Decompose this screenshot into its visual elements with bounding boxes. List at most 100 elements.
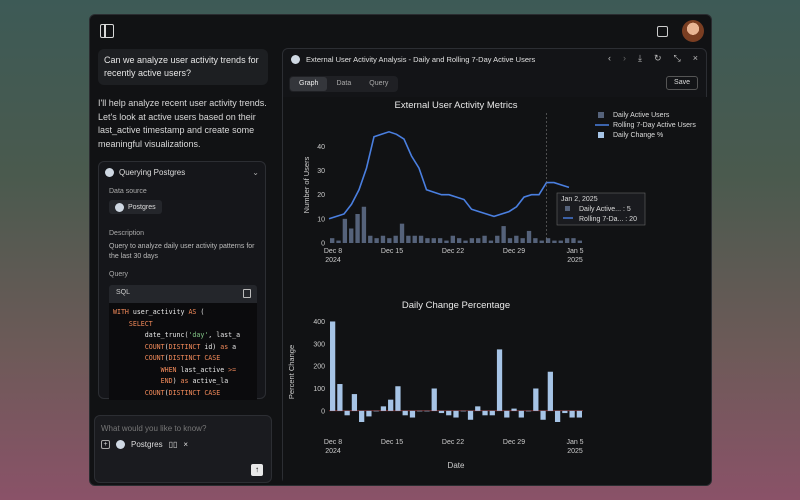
daily-bar: [488, 240, 494, 243]
send-button[interactable]: ↑: [251, 464, 263, 476]
change-bar: [431, 388, 437, 411]
close-icon[interactable]: ×: [692, 53, 698, 63]
tab-query[interactable]: Query: [369, 80, 389, 87]
x-tick-label: Dec 8: [324, 248, 342, 255]
change-bar: [337, 384, 343, 411]
avatar[interactable]: [682, 20, 704, 42]
artifact-panel: External User Activity Analysis - Daily …: [282, 48, 708, 485]
chart-title: Daily Change Percentage: [402, 300, 510, 311]
daily-bar: [380, 235, 386, 243]
open-external-icon[interactable]: [657, 26, 668, 37]
y-tick-label: 10: [317, 216, 325, 223]
change-bar: [366, 410, 372, 417]
input-chip-label[interactable]: Postgres: [131, 440, 163, 449]
book-icon[interactable]: ▯▯: [168, 440, 178, 449]
change-bar: [446, 410, 452, 416]
daily-bar: [418, 235, 424, 243]
tool-header[interactable]: Querying Postgres: [105, 168, 185, 177]
daily-bar: [501, 226, 506, 243]
daily-bar: [336, 240, 341, 243]
change-bar: [518, 410, 524, 418]
close-icon[interactable]: ×: [183, 440, 189, 449]
daily-bar: [469, 238, 475, 243]
hover-rolling: Rolling 7-Da... : 20: [579, 216, 637, 223]
chevron-right-icon[interactable]: ›: [623, 53, 626, 63]
x-tick-label: Jan 5: [566, 248, 583, 255]
chart-title: External User Activity Metrics: [395, 100, 518, 111]
change-bar: [424, 410, 430, 412]
daily-bar: [444, 240, 449, 243]
panel-header: External User Activity Analysis - Daily …: [291, 55, 535, 64]
y-tick-label: 40: [317, 144, 325, 151]
change-bar: [417, 410, 423, 412]
sidebar-toggle-icon[interactable]: [100, 24, 114, 38]
change-bar: [547, 371, 553, 411]
change-bar: [409, 410, 416, 418]
y-tick-label: 0: [321, 241, 325, 248]
chart-area: External User Activity Metrics Number of …: [283, 97, 708, 485]
change-bar: [344, 410, 350, 416]
change-bar: [489, 410, 495, 416]
legend-swatch: [598, 132, 604, 138]
x-tick-label: Jan 5: [566, 439, 583, 446]
add-icon[interactable]: +: [101, 440, 110, 449]
change-bar: [373, 410, 379, 412]
copy-icon[interactable]: [243, 289, 251, 298]
change-bar: [569, 410, 575, 418]
save-button[interactable]: Save: [666, 76, 698, 90]
daily-bar: [482, 235, 487, 243]
hover-swatch: [565, 206, 570, 211]
chevron-down-icon[interactable]: ⌄: [252, 168, 259, 177]
code-language: SQL: [116, 289, 131, 296]
daily-bar: [399, 223, 405, 243]
hover-daily: Daily Active... : 5: [579, 206, 631, 213]
rolling-line: [328, 130, 570, 220]
change-bar: [576, 410, 582, 418]
chat-input-box[interactable]: What would you like to know? + Postgres …: [94, 415, 272, 483]
change-bar: [395, 386, 401, 411]
daily-bar: [374, 238, 379, 243]
daily-bar: [558, 240, 563, 243]
change-bar: [504, 410, 510, 418]
chat-input-placeholder[interactable]: What would you like to know?: [101, 424, 207, 433]
user-message: Can we analyze user activity trends for …: [98, 49, 268, 85]
postgres-icon: [105, 168, 114, 177]
change-bar: [438, 410, 445, 414]
panel-title: External User Activity Analysis - Daily …: [306, 55, 536, 64]
change-bar: [540, 410, 546, 420]
charts-svg: External User Activity Metrics Number of …: [287, 100, 696, 470]
legend-label: Daily Active Users: [613, 112, 670, 119]
daily-bar: [571, 238, 576, 243]
daily-bar: [457, 238, 462, 243]
daily-bar: [564, 238, 570, 243]
y-tick-label: 200: [313, 364, 325, 371]
refresh-icon[interactable]: ↻: [653, 53, 662, 63]
daily-bar: [342, 218, 348, 243]
daily-bar: [476, 238, 481, 243]
tab-data[interactable]: Data: [336, 80, 352, 87]
tab-graph[interactable]: Graph: [290, 77, 328, 91]
change-bar: [482, 410, 488, 416]
data-source-label: Data source: [109, 188, 147, 195]
chevron-left-icon[interactable]: ‹: [608, 53, 611, 63]
change-bar: [330, 321, 336, 411]
daily-bar: [431, 238, 436, 243]
x-tick-label: 2024: [325, 448, 341, 455]
legend-label: Daily Change %: [613, 132, 663, 139]
x-tick-label: Dec 22: [442, 439, 464, 446]
query-label: Query: [109, 271, 129, 278]
download-icon[interactable]: ⤓: [638, 53, 642, 63]
daily-bar: [507, 238, 513, 243]
daily-bar: [355, 214, 360, 243]
postgres-icon: [116, 440, 125, 449]
x-tick-label: Dec 15: [381, 439, 403, 446]
description-text: Query to analyze daily user activity pat…: [109, 243, 255, 260]
y-tick-label: 300: [313, 341, 325, 348]
change-bar: [562, 410, 568, 414]
daily-bar: [539, 240, 544, 243]
x-tick-label: Dec 8: [324, 439, 342, 446]
hover-date: Jan 2, 2025: [561, 196, 598, 203]
x-tick-label: Dec 22: [442, 248, 464, 255]
change-bar: [351, 394, 358, 411]
collapse-icon[interactable]: ⤡: [673, 53, 681, 63]
